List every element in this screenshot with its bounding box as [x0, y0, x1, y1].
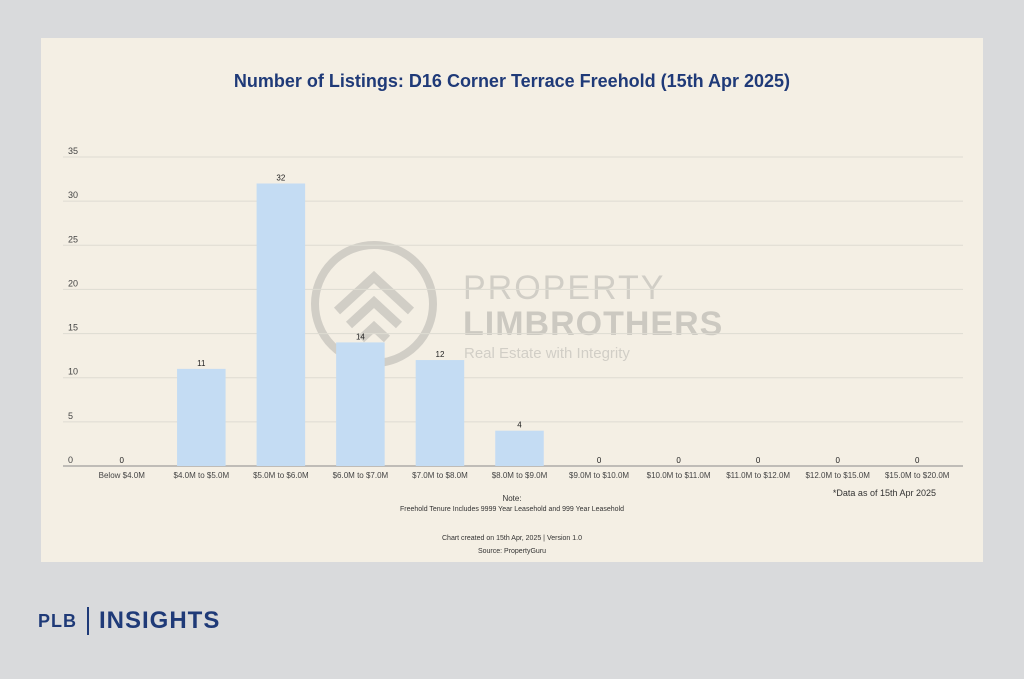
footer-divider — [87, 607, 89, 635]
x-tick-label: $9.0M to $10.0M — [569, 471, 629, 480]
bar — [495, 430, 544, 466]
x-tick-label: $6.0M to $7.0M — [333, 471, 389, 480]
x-tick-label: $5.0M to $6.0M — [253, 471, 309, 480]
x-tick-label: $4.0M to $5.0M — [174, 471, 230, 480]
x-tick-label: Below $4.0M — [99, 471, 146, 480]
x-tick-label: $15.0M to $20.0M — [885, 471, 950, 480]
x-tick-label: $11.0M to $12.0M — [726, 471, 790, 480]
plb-text: PLB — [38, 610, 77, 631]
y-tick-label: 35 — [68, 146, 78, 156]
x-tick-label: $10.0M to $11.0M — [647, 471, 711, 480]
bar-data-label: 0 — [597, 456, 602, 465]
bar-data-label: 12 — [436, 350, 445, 359]
note-text: Freehold Tenure Includes 9999 Year Lease… — [399, 506, 625, 513]
bar-data-label: 0 — [756, 456, 761, 465]
bar — [336, 342, 385, 466]
y-tick-label: 25 — [68, 234, 78, 244]
x-tick-label: $8.0M to $9.0M — [492, 471, 548, 480]
bar-data-label: 11 — [197, 359, 206, 368]
bar-data-label: 0 — [835, 456, 840, 465]
bar — [415, 360, 465, 466]
y-tick-label: 0 — [68, 455, 73, 465]
bar-data-label: 0 — [120, 456, 125, 465]
bar-layer — [177, 183, 544, 466]
source-text: Source: PropertyGuru — [477, 548, 547, 555]
plb-insights-logo: PLB INSIGHTS — [38, 604, 220, 638]
x-tick-label: $7.0M to $8.0M — [412, 471, 468, 480]
y-tick-label: 5 — [68, 411, 73, 421]
bar — [177, 368, 226, 466]
x-tick-label: $12.0M to $15.0M — [805, 471, 870, 480]
y-tick-label: 15 — [68, 323, 78, 333]
bar-data-label: 0 — [676, 456, 681, 465]
label-layer: 0 5 10 15 20 25 30 35 0 Below $4.0M 11 $4.0M to $5.… — [68, 146, 950, 480]
bar-data-label: 0 — [915, 456, 920, 465]
y-tick-label: 20 — [68, 278, 78, 288]
insights-text: INSIGHTS — [99, 607, 221, 634]
y-tick-label: 10 — [68, 367, 78, 377]
bar-data-label: 14 — [356, 332, 365, 341]
note-title: Note: — [502, 494, 522, 503]
bar-data-label: 32 — [276, 173, 285, 182]
chart-created-text: Chart created on 15th Apr, 2025 | Versio… — [442, 535, 582, 542]
y-tick-label: 30 — [68, 190, 78, 200]
chart-title: Number of Listings: D16 Corner Terrace F… — [233, 71, 791, 91]
data-as-of-note: *Data as of 15th Apr 2025 — [832, 488, 936, 498]
bar-chart-plot: 0 5 10 15 20 25 30 35 0 Below $4.0M 11 $4.0M to $5.… — [63, 146, 963, 480]
bar — [256, 183, 306, 466]
bar-data-label: 4 — [517, 421, 522, 430]
chart-card: Number of Listings: D16 Corner Terrace F… — [41, 38, 983, 562]
